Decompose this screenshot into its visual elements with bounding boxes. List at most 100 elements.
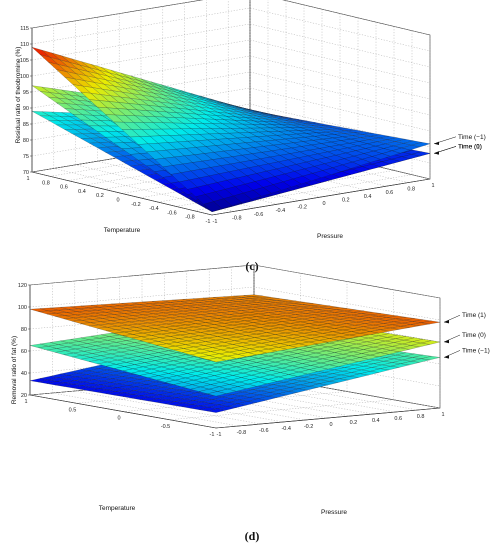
y-axis-label: Pressure bbox=[321, 509, 347, 516]
z-axis-label: Residual ratio of theobromine (%) bbox=[15, 47, 22, 144]
y-tick-label: 1 bbox=[431, 183, 434, 189]
surface-cell bbox=[421, 356, 441, 360]
legend-arrowhead bbox=[444, 339, 449, 344]
z-gridline bbox=[31, 0, 431, 36]
y-tick-label: 1 bbox=[441, 412, 444, 418]
x-tick-label: 0.5 bbox=[69, 407, 77, 413]
z-tick-label: 40 bbox=[21, 371, 27, 377]
legend-arrowhead bbox=[444, 355, 449, 359]
axis-edge-pressure bbox=[215, 407, 441, 429]
x-gridline bbox=[49, 140, 269, 177]
x-tick-label: 0.6 bbox=[60, 185, 68, 191]
x-axis-label: Temperature bbox=[104, 227, 141, 234]
y-tick-label: -0.8 bbox=[237, 430, 246, 436]
x-gridline bbox=[31, 135, 251, 173]
legend-label: Time (−1) bbox=[458, 134, 486, 141]
z-tick-label: 70 bbox=[23, 170, 29, 176]
y-tick-label: -0.8 bbox=[232, 215, 241, 221]
z-tick-label: 100 bbox=[18, 305, 27, 311]
z-gridline bbox=[29, 264, 441, 299]
x-tick-label: 0 bbox=[116, 198, 119, 204]
legend-arrowhead bbox=[434, 151, 439, 155]
z-axis-label: Removal ratio of fat (%) bbox=[11, 336, 18, 404]
axis-edge-temperature bbox=[31, 171, 213, 216]
x-gridline bbox=[67, 144, 287, 181]
y-tick-label: 0.6 bbox=[386, 190, 394, 196]
y-tick-label: -1 bbox=[217, 432, 222, 438]
legend-arrowhead bbox=[444, 320, 449, 324]
z-tick-label: 20 bbox=[21, 393, 27, 399]
y-tick-label: -0.6 bbox=[259, 428, 268, 434]
x-tick-label: -0.5 bbox=[161, 424, 170, 430]
x-tick-label: -0.4 bbox=[149, 206, 158, 212]
x-axis-label: Temperature bbox=[99, 505, 136, 512]
z-tick-label: 85 bbox=[23, 122, 29, 128]
x-gridline bbox=[85, 148, 305, 186]
x-tick-label: 0 bbox=[117, 416, 120, 422]
legend-arrowhead bbox=[434, 141, 439, 145]
z-tick-label: 105 bbox=[20, 58, 29, 64]
x-tick-label: -0.6 bbox=[167, 210, 176, 216]
axis-edge-temperature bbox=[29, 394, 217, 429]
panel-caption: (c) bbox=[245, 259, 258, 273]
z-tick-label: 60 bbox=[21, 349, 27, 355]
surface-cell bbox=[421, 340, 441, 345]
z-tick-label: 90 bbox=[23, 106, 29, 112]
y-tick-label: 0.4 bbox=[372, 418, 380, 424]
y-tick-label: 0.6 bbox=[394, 416, 402, 422]
y-tick-label: -0.4 bbox=[276, 208, 285, 214]
y-tick-label: -0.2 bbox=[297, 205, 306, 211]
surface-cell bbox=[411, 151, 431, 157]
z-tick-label: 80 bbox=[23, 138, 29, 144]
surface-time-1- bbox=[29, 294, 441, 363]
legend-label: Time (1) bbox=[462, 312, 486, 319]
x-tick-label: 0.8 bbox=[42, 180, 50, 186]
z-gridline bbox=[31, 39, 431, 84]
y-tick-label: -1 bbox=[213, 219, 218, 225]
z-tick-label: 80 bbox=[21, 327, 27, 333]
z-tick-label: 75 bbox=[23, 154, 29, 160]
x-tick-label: 0.2 bbox=[96, 193, 104, 199]
x-tick-label: -0.8 bbox=[185, 215, 194, 221]
chart-panel-d: Time (−1)Time (0)Time (1)204060801001201… bbox=[11, 264, 490, 543]
z-tick-label: 115 bbox=[20, 26, 29, 32]
y-axis-label: Pressure bbox=[317, 233, 343, 240]
y-tick-label: -0.2 bbox=[304, 424, 313, 430]
z-tick-label: 120 bbox=[18, 283, 27, 289]
legend-label: Time (−1) bbox=[462, 347, 490, 354]
y-tick-label: -0.6 bbox=[254, 212, 263, 218]
z-gridline bbox=[31, 23, 431, 68]
x-tick-label: -1 bbox=[210, 432, 215, 438]
surface-cell bbox=[411, 142, 431, 147]
y-gridline bbox=[74, 390, 261, 425]
y-tick-label: 0.2 bbox=[342, 197, 350, 203]
y-tick-label: 0 bbox=[329, 422, 332, 428]
z-tick-label: 110 bbox=[20, 42, 29, 48]
x-tick-label: 0.4 bbox=[78, 189, 86, 195]
y-tick-label: 0.4 bbox=[364, 194, 372, 200]
legend-label: Time (0) bbox=[458, 143, 482, 150]
z-gridline bbox=[31, 7, 431, 52]
y-tick-label: 0.8 bbox=[417, 414, 425, 420]
x-gridline bbox=[121, 157, 341, 194]
y-tick-label: 0.2 bbox=[350, 420, 358, 426]
z-tick-label: 95 bbox=[23, 90, 29, 96]
y-tick-label: -0.4 bbox=[281, 426, 290, 432]
chart-panel-c: Time (1)Time (0)Time (−1)707580859095100… bbox=[15, 0, 486, 273]
z-tick-label: 100 bbox=[20, 74, 29, 80]
x-gridline bbox=[103, 153, 323, 190]
legend-label: Time (0) bbox=[462, 332, 486, 339]
legend-label: Time (1) bbox=[458, 143, 482, 150]
y-tick-label: 0.8 bbox=[407, 187, 415, 193]
surface-time-1- bbox=[31, 47, 431, 212]
x-tick-label: 1 bbox=[24, 399, 27, 405]
x-tick-label: -1 bbox=[206, 219, 211, 225]
x-tick-label: 1 bbox=[26, 176, 29, 182]
surface-cell bbox=[421, 320, 441, 325]
axis-edge-pressure bbox=[211, 178, 431, 216]
x-gridline bbox=[169, 399, 394, 420]
y-gridline bbox=[52, 392, 239, 427]
y-tick-label: 0 bbox=[322, 201, 325, 207]
x-tick-label: -0.2 bbox=[131, 202, 140, 208]
